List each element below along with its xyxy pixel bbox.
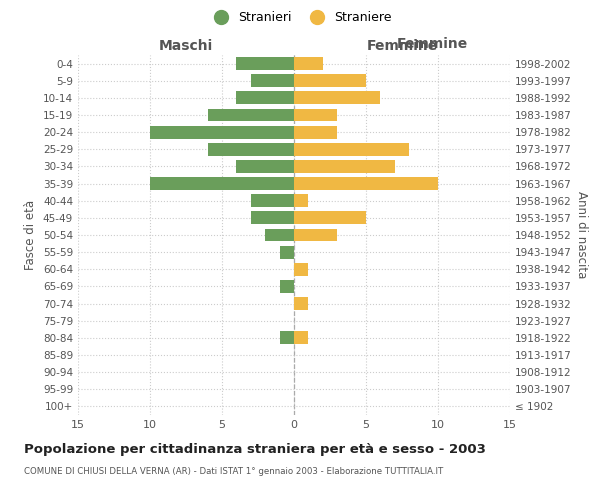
Bar: [294, 108, 337, 122]
Text: Popolazione per cittadinanza straniera per età e sesso - 2003: Popolazione per cittadinanza straniera p…: [24, 442, 486, 456]
Bar: [208, 108, 294, 122]
Bar: [150, 126, 294, 138]
Bar: [294, 297, 308, 310]
Legend: Stranieri, Straniere: Stranieri, Straniere: [203, 6, 397, 29]
Bar: [280, 280, 294, 293]
Bar: [251, 74, 294, 87]
Y-axis label: Anni di nascita: Anni di nascita: [575, 192, 588, 278]
Bar: [294, 177, 438, 190]
Bar: [208, 143, 294, 156]
Bar: [280, 332, 294, 344]
Bar: [236, 160, 294, 173]
Text: Maschi: Maschi: [159, 38, 213, 52]
Bar: [294, 194, 308, 207]
Bar: [294, 332, 308, 344]
Text: Femmine: Femmine: [367, 38, 437, 52]
Bar: [294, 143, 409, 156]
Bar: [265, 228, 294, 241]
Text: COMUNE DI CHIUSI DELLA VERNA (AR) - Dati ISTAT 1° gennaio 2003 - Elaborazione TU: COMUNE DI CHIUSI DELLA VERNA (AR) - Dati…: [24, 468, 443, 476]
Y-axis label: Fasce di età: Fasce di età: [25, 200, 37, 270]
Bar: [251, 194, 294, 207]
Bar: [294, 228, 337, 241]
Bar: [294, 74, 366, 87]
Bar: [236, 92, 294, 104]
Bar: [294, 126, 337, 138]
Bar: [294, 92, 380, 104]
Bar: [251, 212, 294, 224]
Bar: [294, 160, 395, 173]
Bar: [236, 57, 294, 70]
Bar: [150, 177, 294, 190]
Text: Femmine: Femmine: [397, 38, 468, 52]
Bar: [294, 263, 308, 276]
Bar: [294, 57, 323, 70]
Bar: [280, 246, 294, 258]
Bar: [294, 212, 366, 224]
